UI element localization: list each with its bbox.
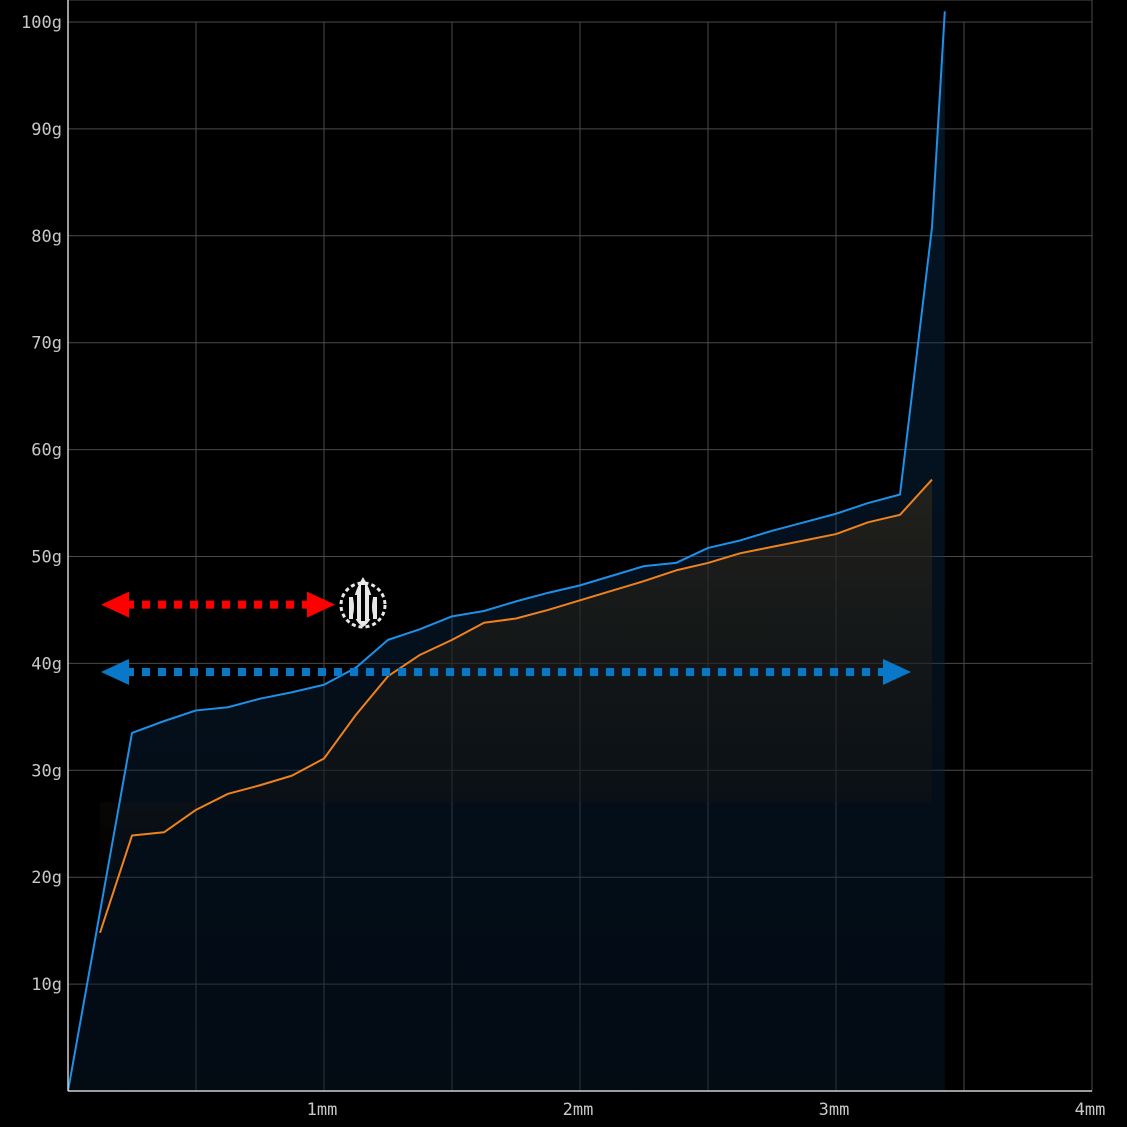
x-tick-label: 2mm <box>563 1100 594 1120</box>
y-tick-label: 20g <box>31 868 62 888</box>
y-tick-label: 60g <box>31 441 62 461</box>
y-tick-label: 30g <box>31 761 62 781</box>
x-tick-label: 1mm <box>307 1100 338 1120</box>
axes <box>67 0 1092 1092</box>
y-tick-label: 80g <box>31 227 62 247</box>
y-tick-label: 50g <box>31 548 62 568</box>
area-fills <box>68 11 945 1091</box>
y-tick-label: 10g <box>31 975 62 995</box>
x-tick-label: 4mm <box>1075 1100 1106 1120</box>
tick-labels: 1mm 2mm 3mm 4mm 10g 20g 30g 40g 50g 60g 70g 80g 90g 1… <box>21 13 1105 1120</box>
logo-icon <box>339 577 387 629</box>
series-lines <box>68 11 946 1091</box>
y-tick-label: 40g <box>31 654 62 674</box>
y-tick-label: 100g <box>21 13 62 33</box>
series-line <box>99 478 933 934</box>
series-line <box>68 11 946 1091</box>
y-tick-label: 70g <box>31 334 62 354</box>
series-area-fill <box>68 11 945 1091</box>
y-tick-label: 90g <box>31 120 62 140</box>
series-area-fill <box>100 479 932 933</box>
x-tick-label: 3mm <box>819 1100 850 1120</box>
